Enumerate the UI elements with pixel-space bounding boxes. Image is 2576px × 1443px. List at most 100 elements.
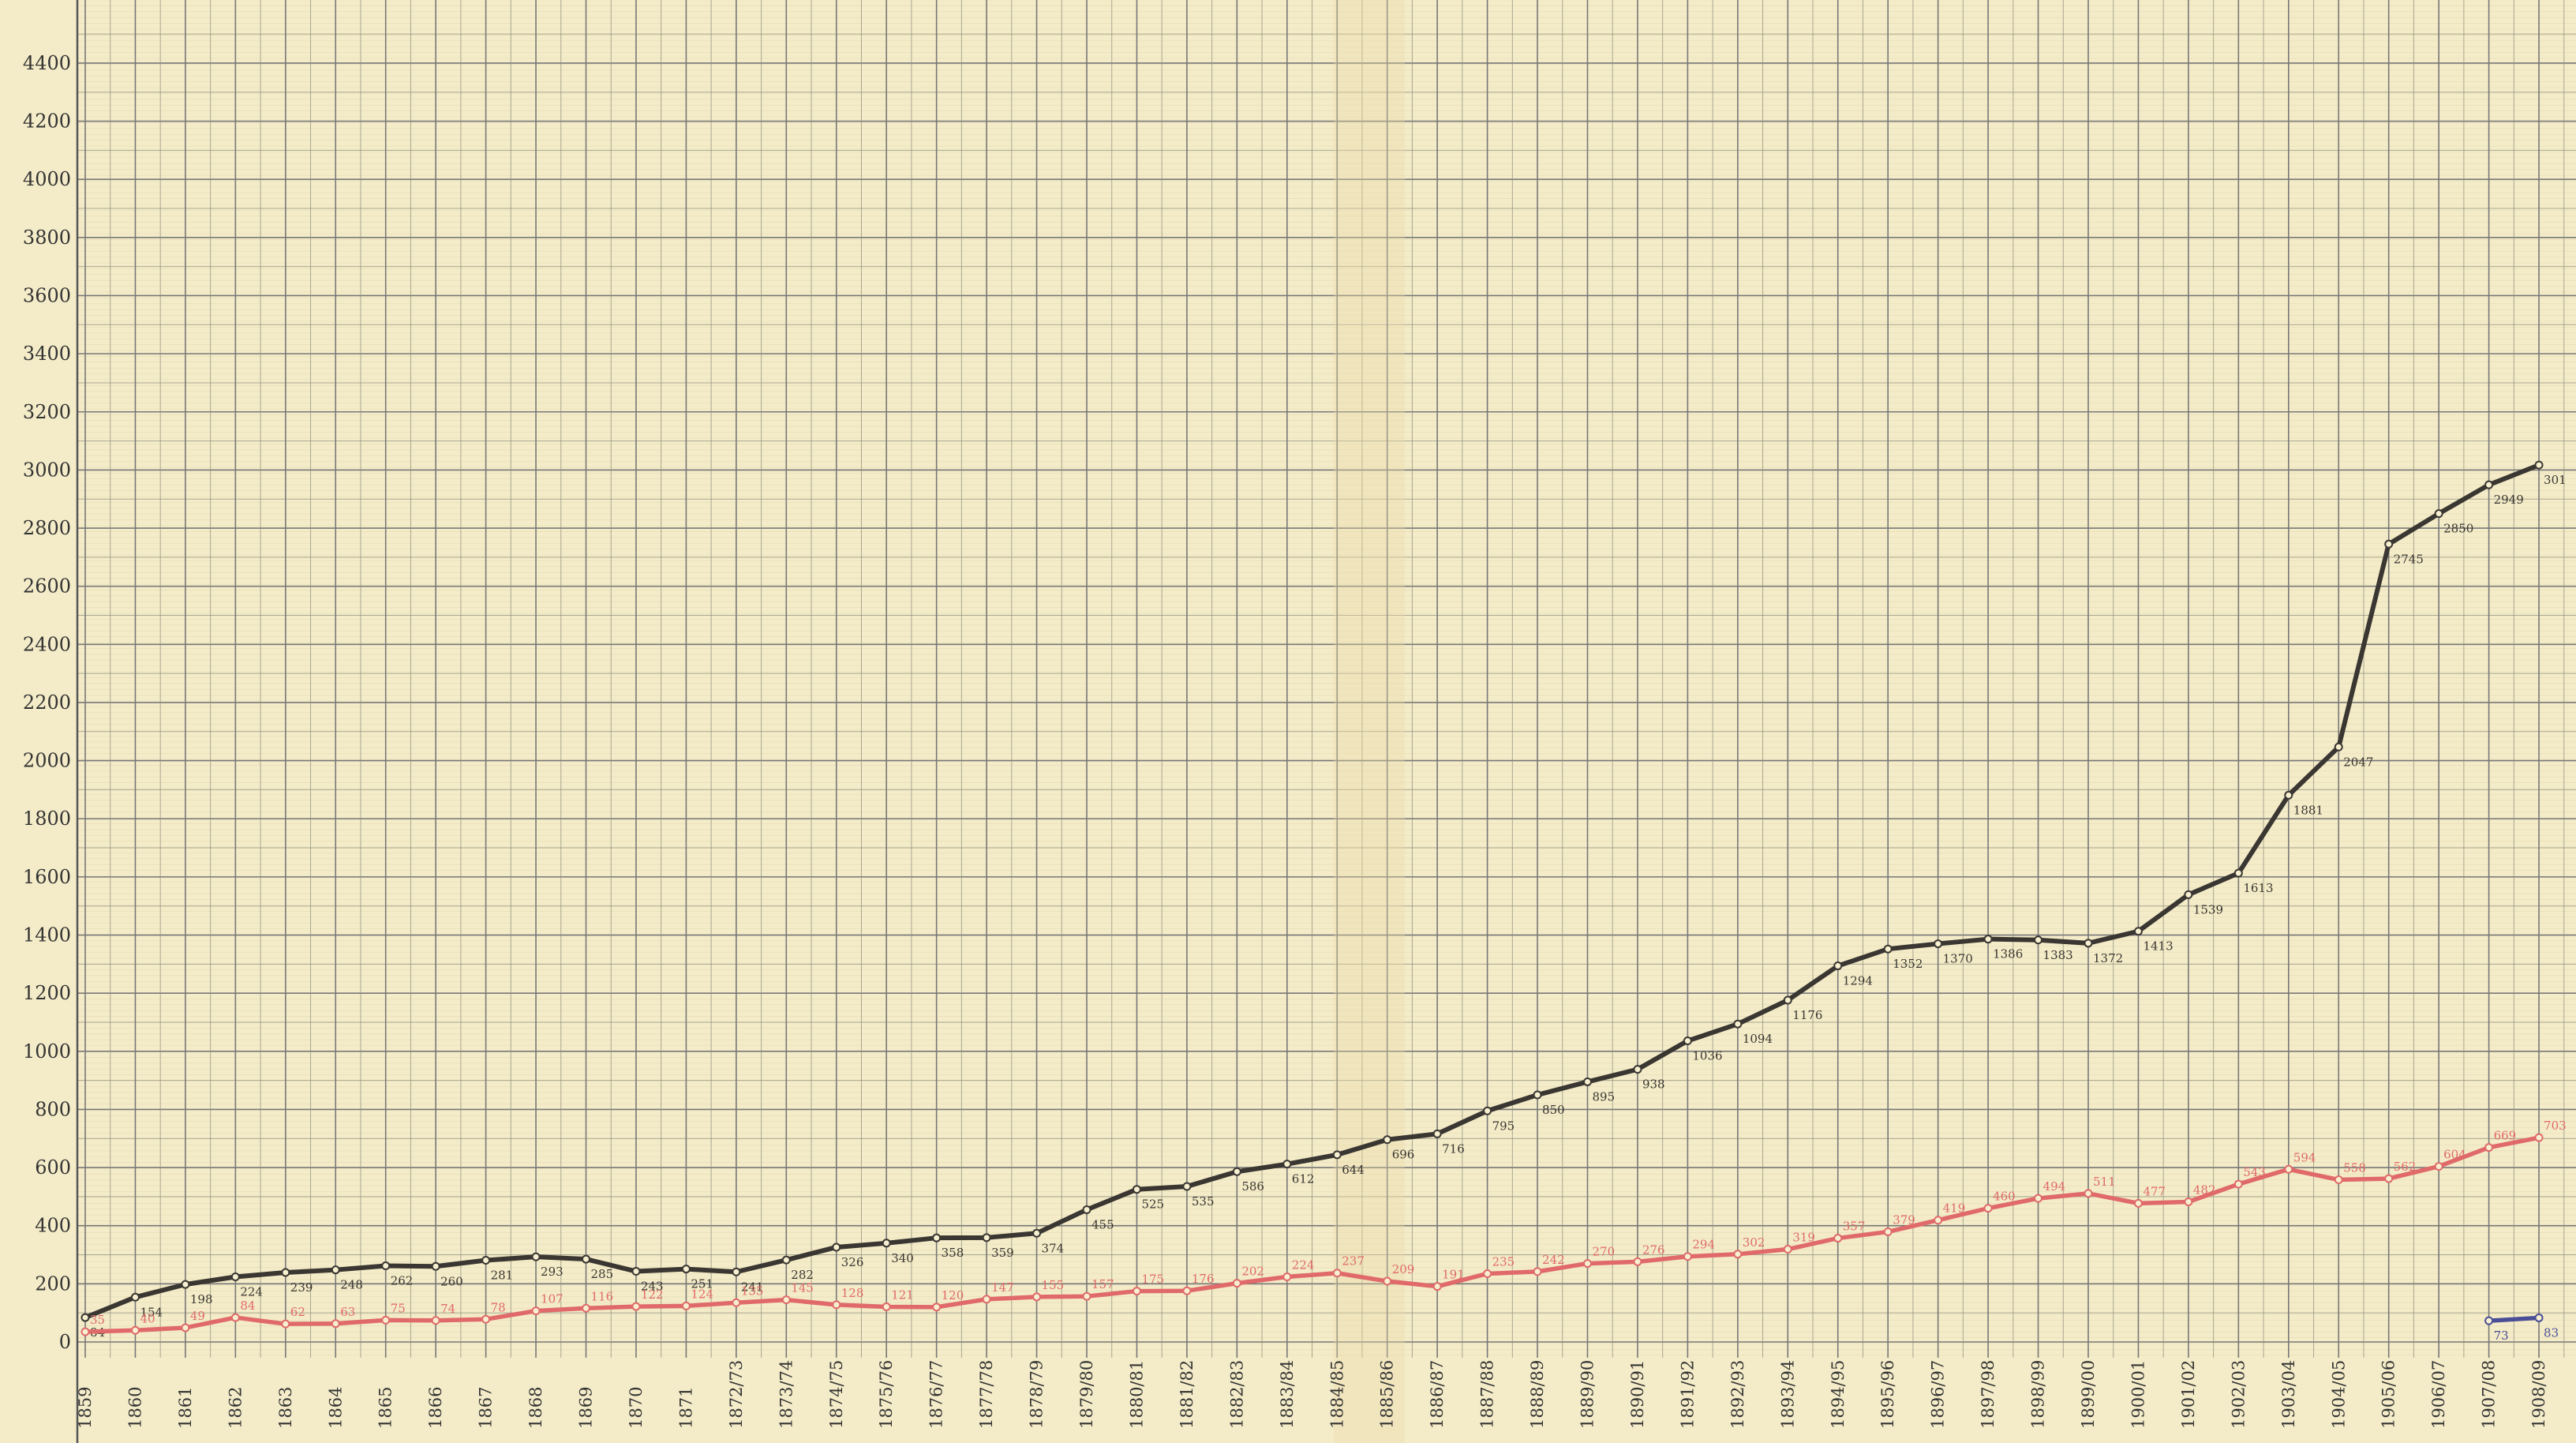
series-2-point	[431, 1316, 440, 1325]
series-1-data-label: 586	[1241, 1179, 1264, 1194]
x-tick-label: 1887/88	[1478, 1360, 1497, 1429]
series-1-data-label: 2745	[2394, 552, 2424, 566]
series-2-point	[1783, 1245, 1792, 1254]
x-tick-label: 1859	[76, 1387, 95, 1429]
series-1-data-label: 239	[290, 1280, 313, 1295]
series-1-point	[2334, 742, 2343, 751]
series-2-data-label: 62	[290, 1305, 305, 1319]
series-2-point	[281, 1319, 290, 1329]
series-2-data-label: 116	[591, 1289, 614, 1303]
x-tick-label: 1906/07	[2429, 1360, 2448, 1429]
series-2-data-label: 294	[1692, 1238, 1715, 1252]
x-tick-label: 1899/00	[2079, 1360, 2098, 1429]
series-1-point	[1032, 1228, 1042, 1238]
x-tick-label: 1885/86	[1378, 1360, 1397, 1429]
series-1-data-label: 241	[741, 1280, 764, 1294]
x-tick-label: 1864	[326, 1387, 345, 1429]
series-1-data-label: 358	[942, 1246, 964, 1260]
series-1-point	[381, 1261, 391, 1271]
series-2-point	[381, 1315, 391, 1325]
y-tick-label: 3600	[23, 284, 71, 306]
series-2-data-label: 145	[791, 1281, 814, 1295]
series-2-point	[80, 1327, 90, 1336]
x-tick-label: 1865	[376, 1387, 395, 1429]
series-1-data-label: 938	[1642, 1078, 1665, 1092]
x-tick-label: 1901/02	[2179, 1360, 2198, 1429]
series-2-data-label: 175	[1141, 1272, 1164, 1287]
series-2-data-label: 157	[1091, 1277, 1114, 1291]
x-tick-label: 1876/77	[927, 1360, 946, 1429]
series-2-point	[1182, 1286, 1192, 1295]
series-3: 73 83	[2484, 1313, 2559, 1343]
series-2-data-label: 594	[2293, 1150, 2316, 1164]
series-1-point	[1983, 935, 1993, 944]
series-2-data-label: 155	[1042, 1278, 1065, 1292]
series-2-data-label: 74	[440, 1302, 455, 1316]
series-2-point	[832, 1300, 841, 1310]
series-2-data-label: 703	[2544, 1119, 2567, 1133]
series-2-data-label: 135	[741, 1284, 764, 1298]
series-1-point	[1733, 1019, 1743, 1029]
series-1-point	[2384, 539, 2394, 549]
series-1-point	[1483, 1106, 1492, 1115]
series-2-data-label: 242	[1542, 1253, 1565, 1267]
y-tick-label: 2000	[23, 750, 71, 772]
x-tick-label: 1897/98	[1979, 1360, 1998, 1429]
series-2-point	[1032, 1292, 1042, 1302]
series-2-data-label: 35	[90, 1313, 105, 1327]
series-1-point	[80, 1313, 90, 1322]
series-2-point	[2334, 1175, 2343, 1185]
series-2-point	[1583, 1259, 1592, 1269]
series-1-data-label: 455	[1091, 1217, 1114, 1231]
series-1-point	[1132, 1185, 1141, 1194]
series-1-data-label: 374	[1042, 1241, 1065, 1255]
y-tick-label: 3200	[23, 401, 71, 423]
series-1-point	[1232, 1167, 1241, 1176]
series-1-data-label: 1881	[2293, 803, 2323, 817]
x-tick-label: 1875/76	[877, 1360, 896, 1429]
series-2-point	[1533, 1267, 1542, 1276]
y-tick-label: 3800	[23, 227, 71, 249]
series-1-point	[2184, 890, 2193, 899]
x-tick-label: 1884/85	[1327, 1360, 1346, 1429]
series-2-point	[1483, 1269, 1492, 1278]
x-tick-label: 1862	[226, 1387, 245, 1429]
series-2-point	[481, 1314, 491, 1324]
y-tick-label: 1200	[23, 982, 71, 1004]
series-1-point	[882, 1239, 891, 1248]
series-2-data-label: 128	[841, 1286, 864, 1300]
y-tick-label: 3000	[23, 459, 71, 481]
series-1-point	[1883, 944, 1893, 954]
series-1-point	[832, 1242, 841, 1252]
series-2-point	[130, 1325, 140, 1335]
series-1-data-label: 850	[1542, 1103, 1565, 1117]
series-1-data-label: 696	[1392, 1148, 1415, 1162]
series-2-data-label: 49	[190, 1309, 205, 1323]
y-tick-label: 1600	[23, 866, 71, 888]
series-2-point	[1683, 1252, 1692, 1261]
series-2-point	[2184, 1198, 2193, 1207]
series-2-point	[230, 1313, 240, 1322]
series-3-line	[2486, 1315, 2541, 1323]
series-1-point	[2434, 509, 2443, 519]
series-1-point	[1683, 1036, 1692, 1046]
series-1-data-label: 248	[340, 1278, 363, 1292]
series-3-point	[2484, 1316, 2494, 1325]
series-2-data-label: 270	[1593, 1245, 1616, 1259]
series-2-point	[181, 1323, 190, 1332]
x-tick-label: 1889/90	[1578, 1360, 1597, 1429]
x-tick-label: 1877/78	[977, 1360, 996, 1429]
x-axis-ticks: 1859 1860 1861 1862 1863 1864 1865 1866 1867 1868…	[76, 1360, 2548, 1429]
series-1-data-label: 1352	[1893, 957, 1923, 971]
series-2-point	[1082, 1291, 1091, 1301]
x-tick-label: 1893/94	[1778, 1360, 1797, 1429]
y-tick-label: 4400	[23, 52, 71, 74]
x-tick-label: 1870	[627, 1387, 646, 1429]
series-2-point	[2534, 1133, 2544, 1142]
paper-rulings	[77, 0, 2576, 1356]
series-1-point	[2133, 927, 2143, 936]
series-1-point	[982, 1233, 991, 1242]
series-2-point	[1883, 1227, 1893, 1236]
series-1-point	[281, 1268, 290, 1277]
x-tick-label: 1905/06	[2379, 1360, 2398, 1429]
